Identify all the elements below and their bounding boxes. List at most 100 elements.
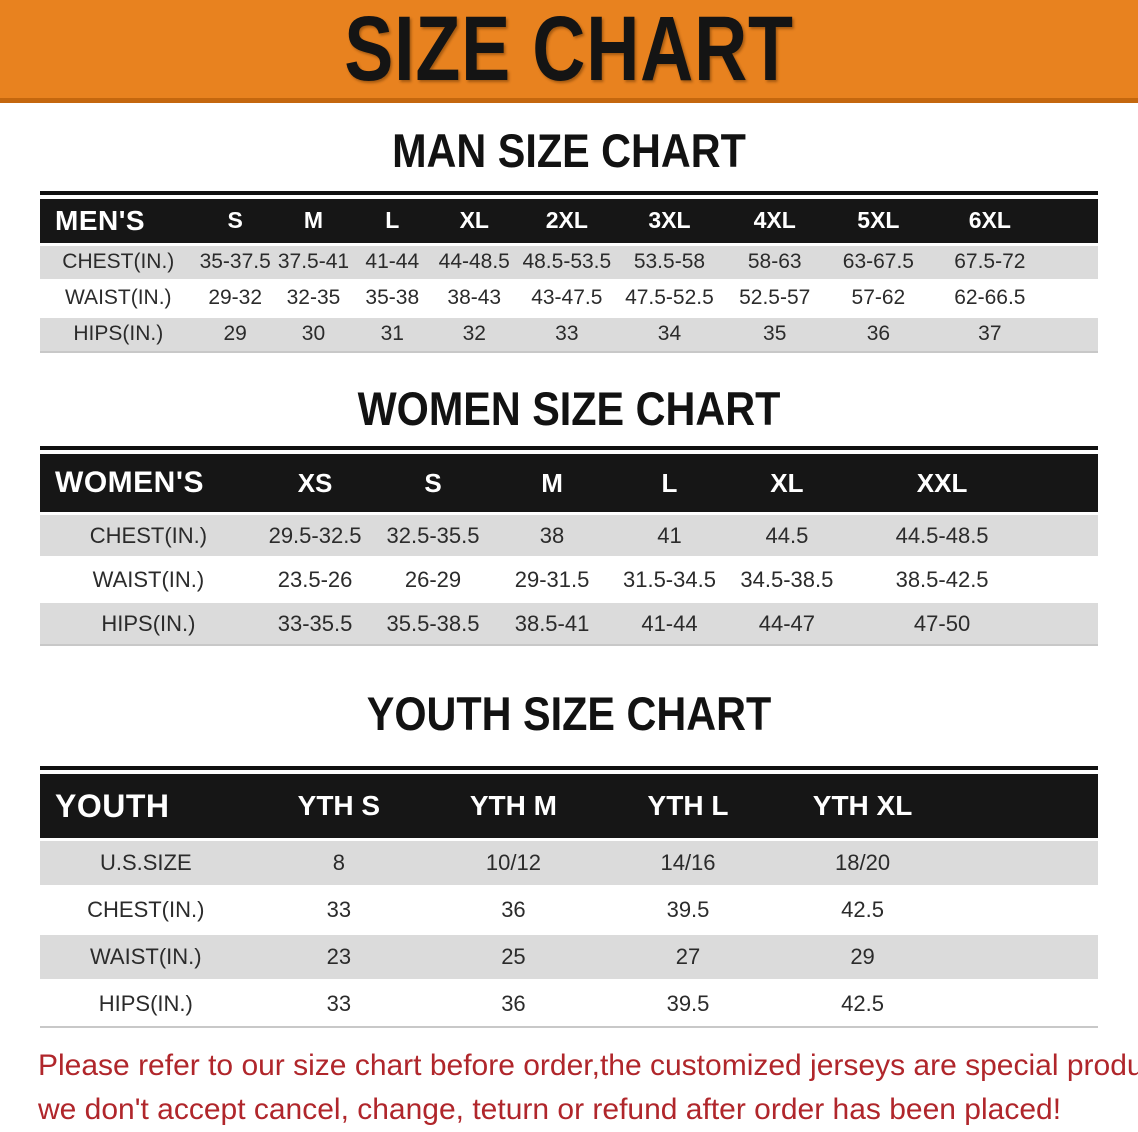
men-table-top-rule	[40, 190, 1098, 195]
women-section: WOMEN SIZE CHART WOMEN'S XS S M L XL XXL	[0, 381, 1138, 647]
header-cell: 2XL	[517, 198, 617, 243]
youth-section: YOUTH SIZE CHART YOUTH YTH S YTH M YTH L…	[0, 687, 1138, 1029]
header-cell: YTH XL	[775, 774, 950, 839]
table-row: WAIST(IN.) 23.5-26 26-29 29-31.5 31.5-34…	[40, 556, 1098, 601]
youth-size-table: YOUTH YTH S YTH M YTH L YTH XL U.S.SIZE …	[40, 774, 1098, 1029]
header-cell: 5XL	[827, 198, 930, 243]
youth-table-top-rule	[40, 766, 1098, 771]
header-cell: XXL	[846, 454, 1098, 513]
data-cell: 48.5-53.5	[517, 242, 617, 279]
disclaimer-line-1: Please refer to our size chart before or…	[38, 1049, 1138, 1083]
data-cell: 30	[273, 314, 354, 351]
data-cell: 67.5-72	[929, 242, 1098, 279]
spacer-cell	[949, 885, 1098, 933]
data-cell: 39.5	[600, 885, 776, 933]
data-cell: 47-50	[846, 600, 1098, 645]
data-cell: 62-66.5	[929, 278, 1098, 315]
table-row: HIPS(IN.) 29 30 31 32 33 34 35 36 37	[40, 314, 1098, 351]
disclaimer-line-2: we don't accept cancel, change, teturn o…	[38, 1093, 1062, 1127]
spacer-cell	[949, 979, 1098, 1027]
data-cell: 36	[426, 979, 601, 1027]
table-row: HIPS(IN.) 33-35.5 35.5-38.5 38.5-41 41-4…	[40, 600, 1098, 645]
data-cell: 35-37.5	[196, 242, 274, 279]
data-cell: 32	[431, 314, 518, 351]
data-cell: 33	[517, 314, 617, 351]
data-cell: 33-35.5	[256, 600, 374, 645]
data-cell: 32-35	[273, 278, 354, 315]
header-cell: YTH L	[600, 774, 776, 839]
header-cell: S	[373, 454, 493, 513]
data-cell: 42.5	[775, 885, 950, 933]
data-cell: 53.5-58	[616, 242, 723, 279]
row-label: U.S.SIZE	[40, 838, 252, 886]
table-row: CHEST(IN.) 33 36 39.5 42.5	[40, 885, 1098, 933]
women-header-row: WOMEN'S XS S M L XL XXL	[40, 454, 1098, 513]
table-row: HIPS(IN.) 33 36 39.5 42.5	[40, 979, 1098, 1027]
row-label: CHEST(IN.)	[40, 885, 252, 933]
women-table-corner-label: WOMEN'S	[40, 454, 257, 513]
header-cell: S	[196, 198, 274, 243]
header-cell: YTH M	[426, 774, 601, 839]
spacer-cell	[949, 774, 1098, 839]
data-cell: 58-63	[722, 242, 828, 279]
row-label: CHEST(IN.)	[40, 242, 197, 279]
disclaimer: Please refer to our size chart before or…	[38, 1044, 1138, 1132]
data-cell: 29	[196, 314, 274, 351]
data-cell: 37.5-41	[273, 242, 354, 279]
spacer-cell	[949, 932, 1098, 980]
data-cell: 8	[251, 838, 427, 886]
women-section-title: WOMEN SIZE CHART	[357, 381, 781, 435]
data-cell: 38-43	[431, 278, 518, 315]
data-cell: 43-47.5	[517, 278, 617, 315]
data-cell: 44.5	[727, 512, 847, 557]
data-cell: 33	[251, 885, 427, 933]
header-cell: YTH S	[251, 774, 427, 839]
header-cell: 6XL	[929, 198, 1098, 243]
table-row: CHEST(IN.) 29.5-32.5 32.5-35.5 38 41 44.…	[40, 512, 1098, 557]
data-cell: 29.5-32.5	[256, 512, 374, 557]
data-cell: 44-48.5	[431, 242, 518, 279]
data-cell: 25	[426, 932, 601, 980]
data-cell: 33	[251, 979, 427, 1027]
data-cell: 35	[722, 314, 828, 351]
row-label: HIPS(IN.)	[40, 600, 257, 645]
header-cell: L	[611, 454, 728, 513]
women-table-top-rule	[40, 446, 1098, 451]
data-cell: 47.5-52.5	[616, 278, 723, 315]
men-table-corner-label: MEN'S	[40, 198, 197, 243]
header-cell: XS	[256, 454, 374, 513]
data-cell: 34	[616, 314, 723, 351]
data-cell: 38	[492, 512, 612, 557]
data-cell: 26-29	[373, 556, 493, 601]
data-cell: 57-62	[827, 278, 930, 315]
data-cell: 37	[929, 314, 1098, 351]
data-cell: 44-47	[727, 600, 847, 645]
row-label: HIPS(IN.)	[40, 314, 197, 351]
women-size-table: WOMEN'S XS S M L XL XXL CHEST(IN.) 29.5-…	[40, 454, 1098, 647]
data-cell: 29	[775, 932, 950, 980]
data-cell: 38.5-42.5	[846, 556, 1098, 601]
men-size-table: MEN'S S M L XL 2XL 3XL 4XL 5XL 6XL CHEST…	[40, 198, 1098, 353]
data-cell: 63-67.5	[827, 242, 930, 279]
table-row: U.S.SIZE 8 10/12 14/16 18/20	[40, 838, 1098, 886]
data-cell: 44.5-48.5	[846, 512, 1098, 557]
data-cell: 36	[426, 885, 601, 933]
data-cell: 31	[353, 314, 432, 351]
data-cell: 32.5-35.5	[373, 512, 493, 557]
data-cell: 42.5	[775, 979, 950, 1027]
data-cell: 14/16	[600, 838, 776, 886]
row-label: WAIST(IN.)	[40, 278, 197, 315]
header-cell: 4XL	[722, 198, 828, 243]
header-cell: L	[353, 198, 432, 243]
youth-section-title: YOUTH SIZE CHART	[366, 687, 772, 741]
row-label: WAIST(IN.)	[40, 932, 252, 980]
data-cell: 29-32	[196, 278, 274, 315]
data-cell: 29-31.5	[492, 556, 612, 601]
table-row: CHEST(IN.) 35-37.5 37.5-41 41-44 44-48.5…	[40, 242, 1098, 279]
row-label: CHEST(IN.)	[40, 512, 257, 557]
data-cell: 23	[251, 932, 427, 980]
data-cell: 38.5-41	[492, 600, 612, 645]
data-cell: 23.5-26	[256, 556, 374, 601]
data-cell: 34.5-38.5	[727, 556, 847, 601]
youth-table-corner-label: YOUTH	[40, 774, 252, 839]
